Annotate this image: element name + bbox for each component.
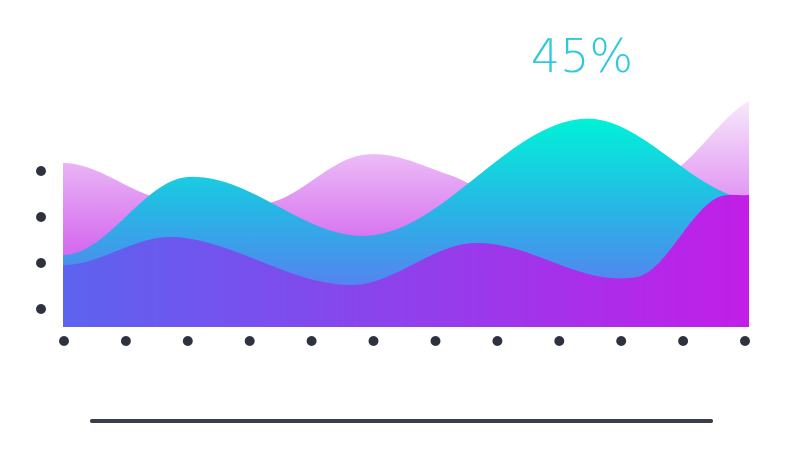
x-tick-dot bbox=[430, 336, 441, 346]
x-tick-dot bbox=[244, 336, 255, 346]
x-tick-dot bbox=[554, 336, 565, 346]
area-series-3 bbox=[63, 194, 749, 327]
y-tick-dot bbox=[36, 212, 46, 222]
x-tick-dot bbox=[306, 336, 317, 346]
percent-callout: 45% bbox=[531, 29, 633, 83]
x-tick-dots bbox=[59, 336, 750, 346]
x-tick-dot bbox=[616, 336, 627, 346]
x-tick-dot bbox=[368, 336, 379, 346]
y-tick-dot bbox=[36, 258, 46, 268]
x-tick-dot bbox=[740, 336, 750, 346]
area-series-group bbox=[63, 101, 749, 327]
y-tick-dot bbox=[36, 304, 46, 314]
y-tick-dots bbox=[36, 166, 46, 314]
x-tick-dot bbox=[678, 336, 689, 346]
x-tick-dot bbox=[120, 336, 131, 346]
y-tick-dot bbox=[36, 166, 46, 176]
x-tick-dot bbox=[492, 336, 503, 346]
x-tick-dot bbox=[59, 336, 69, 346]
x-tick-dot bbox=[182, 336, 193, 346]
